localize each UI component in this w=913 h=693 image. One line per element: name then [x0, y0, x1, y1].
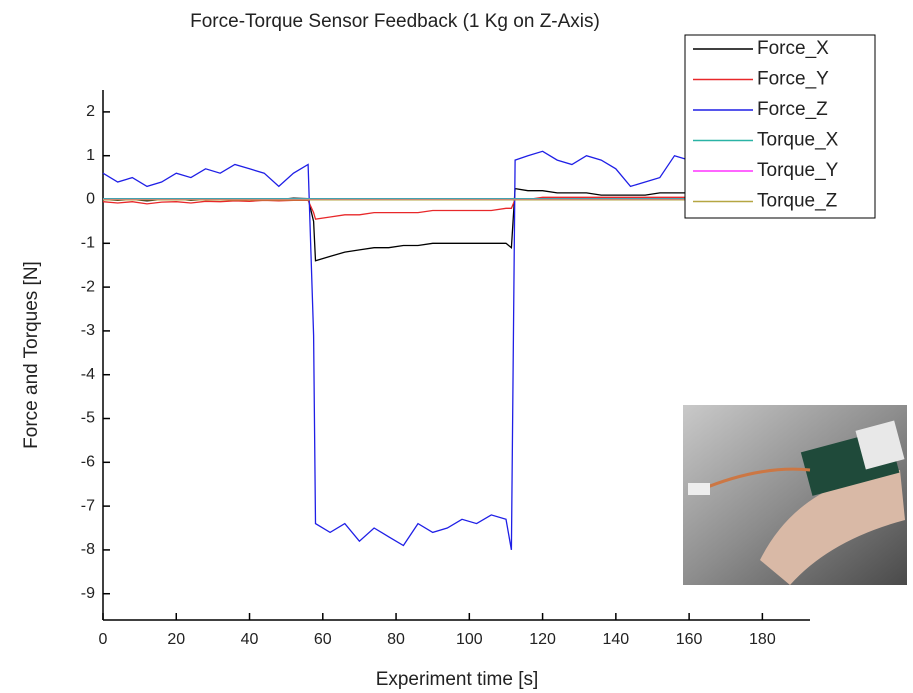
x-tick-label: 20 — [167, 631, 185, 648]
x-tick-label: 80 — [387, 631, 405, 648]
y-tick-label: -3 — [81, 322, 95, 339]
y-tick-label: -7 — [81, 497, 95, 514]
y-tick-label: -6 — [81, 454, 95, 471]
y-axis-label: Force and Torques [N] — [21, 261, 42, 449]
legend-label: Torque_X — [757, 130, 839, 151]
y-tick-label: -2 — [81, 278, 95, 295]
chart-title: Force-Torque Sensor Feedback (1 Kg on Z-… — [190, 11, 600, 32]
x-tick-label: 160 — [676, 631, 703, 648]
x-tick-label: 100 — [456, 631, 483, 648]
x-tick-label: 180 — [749, 631, 776, 648]
sensor-photo — [683, 405, 907, 585]
y-tick-label: -9 — [81, 585, 95, 602]
legend-label: Force_X — [757, 38, 829, 59]
x-tick-label: 0 — [99, 631, 108, 648]
legend-label: Force_Z — [757, 99, 828, 120]
y-tick-label: -5 — [81, 410, 95, 427]
y-tick-label: 0 — [86, 191, 95, 208]
legend-label: Torque_Z — [757, 191, 838, 212]
series-line — [102, 196, 690, 220]
series-line — [102, 150, 690, 551]
x-tick-label: 140 — [602, 631, 629, 648]
x-axis-label: Experiment time [s] — [376, 669, 539, 690]
y-tick-label: -1 — [81, 235, 95, 252]
y-tick-label: -4 — [81, 366, 95, 383]
y-tick-label: 1 — [86, 147, 95, 164]
legend-label: Torque_Y — [757, 160, 839, 181]
legend-label: Force_Y — [757, 69, 829, 90]
y-tick-label: 2 — [86, 103, 95, 120]
x-tick-label: 120 — [529, 631, 556, 648]
x-tick-label: 40 — [241, 631, 259, 648]
y-tick-label: -8 — [81, 541, 95, 558]
x-tick-label: 60 — [314, 631, 332, 648]
legend-box — [684, 34, 876, 219]
